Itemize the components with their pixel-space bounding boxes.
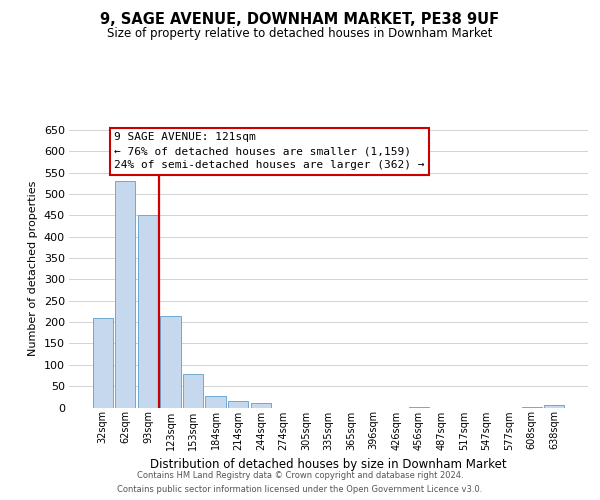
Text: Size of property relative to detached houses in Downham Market: Size of property relative to detached ho…: [107, 28, 493, 40]
Bar: [251, 403, 271, 407]
Bar: [92, 318, 113, 408]
Bar: [228, 401, 248, 407]
Text: Contains public sector information licensed under the Open Government Licence v3: Contains public sector information licen…: [118, 486, 482, 494]
Bar: [160, 316, 181, 408]
Text: 9 SAGE AVENUE: 121sqm
← 76% of detached houses are smaller (1,159)
24% of semi-d: 9 SAGE AVENUE: 121sqm ← 76% of detached …: [114, 132, 425, 170]
X-axis label: Distribution of detached houses by size in Downham Market: Distribution of detached houses by size …: [150, 458, 507, 471]
Bar: [409, 406, 429, 408]
Bar: [205, 396, 226, 407]
Bar: [183, 374, 203, 408]
Bar: [521, 406, 542, 408]
Text: 9, SAGE AVENUE, DOWNHAM MARKET, PE38 9UF: 9, SAGE AVENUE, DOWNHAM MARKET, PE38 9UF: [100, 12, 500, 28]
Y-axis label: Number of detached properties: Number of detached properties: [28, 181, 38, 356]
Bar: [138, 216, 158, 408]
Bar: [115, 181, 136, 408]
Bar: [544, 406, 565, 407]
Text: Contains HM Land Registry data © Crown copyright and database right 2024.: Contains HM Land Registry data © Crown c…: [137, 472, 463, 480]
